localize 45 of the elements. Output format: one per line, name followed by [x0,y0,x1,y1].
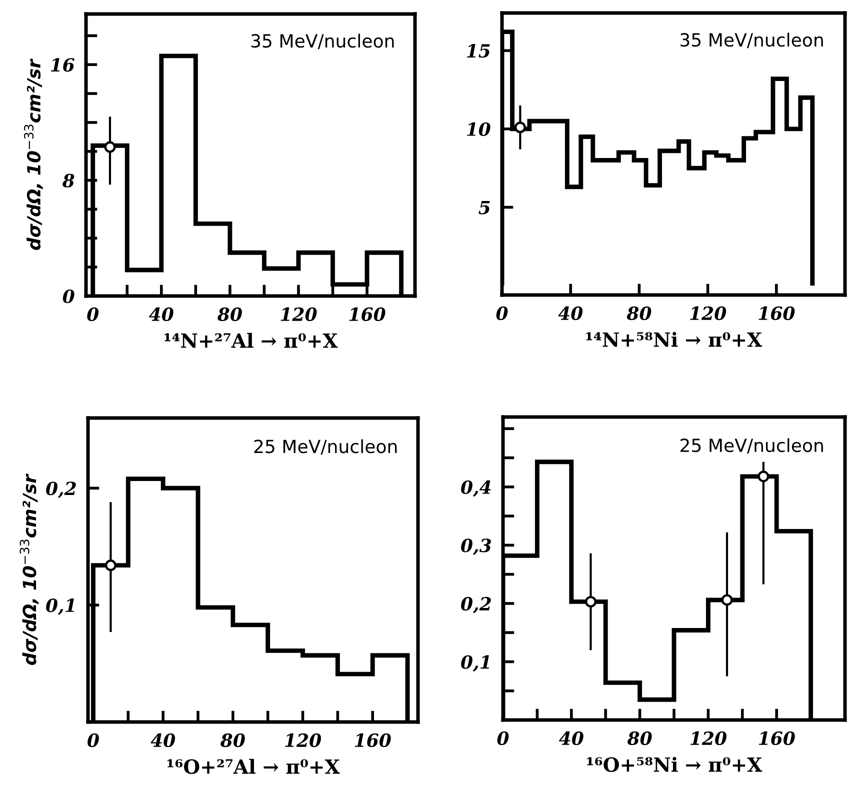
point [721,594,733,606]
x-tick-label: 160 [349,307,386,322]
x-tick-label: 0 [88,733,99,748]
x-tick-label: 0 [497,731,509,746]
annotation: 35 MeV/nucleon [251,34,394,50]
y-tick-label: 8 [62,174,74,188]
y-tick-label: 15 [466,44,490,58]
y-tick-label: 0,1 [461,655,489,672]
x-tick-label: 80 [627,731,652,746]
annotation: 25 MeV/nucleon [254,439,397,455]
annotation: 35 MeV/nucleon [680,32,823,48]
x-tick-label: 120 [285,733,322,748]
point [584,596,596,608]
x-tick-label: 0 [496,306,508,320]
x-tick-label: 160 [758,306,795,320]
x-tick-label: 40 [150,733,176,748]
y-tick-label: 0,4 [461,480,491,497]
y-tick-label: 0,2 [46,482,76,498]
x-axis-title: ¹⁴N+²⁷Al → π⁰+X [164,332,338,348]
x-tick-label: 160 [758,731,795,746]
y-tick-label: 10 [466,122,490,136]
y-axis-title: dσ/dΩ, 10$^{−33}$cm²/sr [20,474,39,665]
x-axis-title: ¹⁶O+²⁷Al → π⁰+X [167,758,340,774]
y-axis-title: dσ/dΩ, 10$^{−33}$cm²/sr [24,58,43,250]
y-tick-label: 16 [50,58,74,72]
x-tick-label: 40 [558,731,584,746]
x-tick-label: 160 [354,733,391,748]
y-tick-label: 0 [62,289,74,304]
x-tick-label: 80 [626,306,652,320]
x-tick-label: 80 [218,307,242,322]
x-tick-label: 120 [280,307,317,322]
x-tick-label: 0 [87,307,99,322]
y-tick-label: 0,3 [461,538,491,556]
x-tick-label: 80 [220,733,245,748]
x-axis-title: ¹⁴N+⁵⁸Ni → π⁰+X [586,332,762,347]
y-tick-label: 5 [478,200,490,214]
x-tick-label: 120 [690,306,726,320]
x-axis-title: ¹⁶O+⁵⁸Ni → π⁰+X [587,756,762,772]
x-tick-label: 40 [558,306,583,320]
annotation: 25 MeV/nucleon [680,438,823,454]
x-tick-label: 120 [690,731,726,746]
x-tick-label: 40 [148,307,174,322]
y-tick-label: 0,1 [46,598,74,615]
y-tick-label: 0,2 [461,596,491,614]
point [758,470,770,482]
